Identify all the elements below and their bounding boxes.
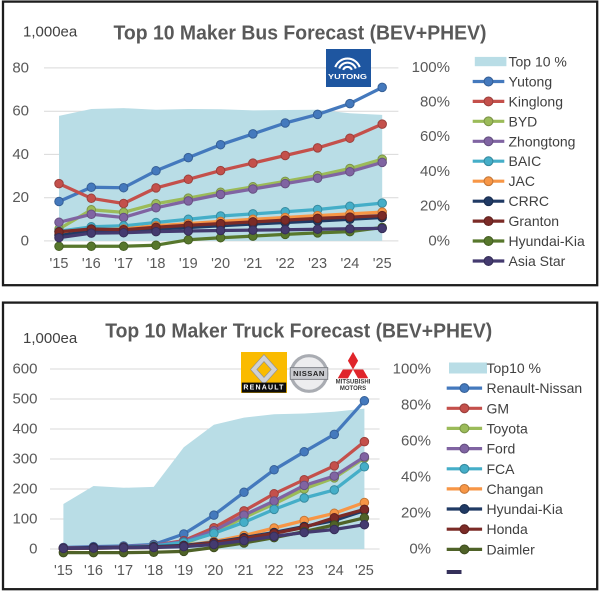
svg-text:'19: '19 [174,563,193,579]
svg-text:Daimler: Daimler [487,541,536,557]
svg-text:'18: '18 [144,563,163,579]
svg-text:'16: '16 [82,256,101,272]
svg-text:'15: '15 [50,256,69,272]
svg-text:0%: 0% [409,541,431,558]
svg-text:Top10 %: Top10 % [487,360,541,376]
svg-text:Asia Star: Asia Star [509,253,566,269]
svg-text:'24: '24 [340,256,359,272]
svg-text:Changan: Changan [487,481,544,497]
svg-text:60%: 60% [420,128,450,145]
svg-text:Zhongtong: Zhongtong [509,133,576,149]
svg-text:100: 100 [12,511,37,528]
svg-text:JAC: JAC [509,173,535,189]
svg-text:Top 10 Maker Truck Forecast (B: Top 10 Maker Truck Forecast (BEV+PHEV) [105,321,492,343]
svg-text:MOTORS: MOTORS [340,386,366,392]
svg-text:Honda: Honda [487,521,528,537]
svg-text:40: 40 [12,146,29,163]
svg-text:60: 60 [12,103,29,120]
svg-text:'18: '18 [147,256,166,272]
svg-text:20: 20 [12,189,29,206]
svg-text:80%: 80% [401,397,431,414]
svg-text:60%: 60% [401,433,431,450]
svg-text:40%: 40% [401,469,431,486]
svg-text:1,000ea: 1,000ea [23,330,78,347]
svg-text:'17: '17 [114,563,133,579]
svg-text:Renault-Nissan: Renault-Nissan [487,380,583,396]
svg-text:'20: '20 [211,256,230,272]
svg-text:YUTONG: YUTONG [328,72,367,81]
svg-text:'22: '22 [276,256,295,272]
svg-text:1,000ea: 1,000ea [23,24,78,41]
svg-text:Top 10 Maker Bus Forecast (BEV: Top 10 Maker Bus Forecast (BEV+PHEV) [114,23,487,45]
svg-text:0%: 0% [428,232,450,249]
svg-text:Top 10 %: Top 10 % [509,54,567,70]
svg-text:'23: '23 [295,563,314,579]
svg-text:'19: '19 [179,256,198,272]
svg-text:'25: '25 [373,256,392,272]
svg-text:'21: '21 [235,563,254,579]
svg-text:'15: '15 [54,563,73,579]
svg-text:RENAULT: RENAULT [243,384,284,391]
svg-text:100%: 100% [393,361,431,378]
svg-text:40%: 40% [420,163,450,180]
svg-text:'25: '25 [355,563,374,579]
svg-text:Yutong: Yutong [509,74,553,90]
svg-text:Hyundai-Kia: Hyundai-Kia [509,233,585,249]
svg-text:BAIC: BAIC [509,153,542,169]
svg-text:20%: 20% [420,198,450,215]
svg-text:200: 200 [12,481,37,498]
svg-text:'22: '22 [265,563,284,579]
svg-text:Ford: Ford [487,441,516,457]
svg-text:GM: GM [487,400,510,416]
svg-text:300: 300 [12,451,37,468]
svg-text:'23: '23 [308,256,327,272]
svg-text:NISSAN: NISSAN [293,369,325,378]
svg-text:80: 80 [12,59,29,76]
svg-text:20%: 20% [401,505,431,522]
svg-text:BYD: BYD [509,113,538,129]
svg-text:'17: '17 [114,256,133,272]
svg-text:600: 600 [12,361,37,378]
svg-text:500: 500 [12,391,37,408]
svg-text:CRRC: CRRC [509,193,549,209]
svg-text:Hyundai-Kia: Hyundai-Kia [487,501,563,517]
svg-text:Kinglong: Kinglong [509,93,564,109]
svg-text:80%: 80% [420,94,450,111]
svg-text:FCA: FCA [487,461,516,477]
svg-text:MITSUBISHI: MITSUBISHI [336,380,371,386]
svg-text:400: 400 [12,421,37,438]
svg-text:Toyota: Toyota [487,420,528,436]
svg-text:Granton: Granton [509,213,560,229]
svg-text:100%: 100% [412,59,450,76]
svg-text:'21: '21 [243,256,262,272]
svg-text:0: 0 [29,541,37,558]
svg-text:0: 0 [21,232,29,249]
svg-text:'20: '20 [204,563,223,579]
svg-text:'24: '24 [325,563,344,579]
svg-text:'16: '16 [84,563,103,579]
